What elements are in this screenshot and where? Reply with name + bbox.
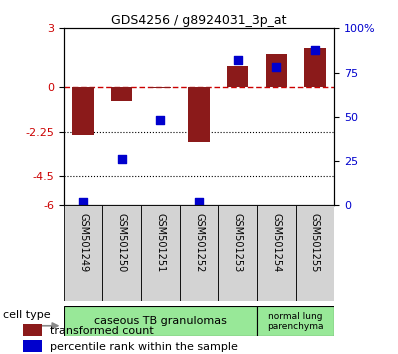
Text: GSM501249: GSM501249 xyxy=(78,213,88,272)
Bar xyxy=(304,48,326,87)
Bar xyxy=(227,66,248,87)
Bar xyxy=(141,205,179,301)
Text: GSM501254: GSM501254 xyxy=(271,213,281,272)
Point xyxy=(196,199,202,205)
Bar xyxy=(23,324,42,336)
Bar xyxy=(257,306,334,336)
Text: transformed count: transformed count xyxy=(50,326,154,336)
Text: GSM501250: GSM501250 xyxy=(117,213,127,272)
Text: GSM501251: GSM501251 xyxy=(155,213,165,272)
Point xyxy=(312,47,318,52)
Bar xyxy=(266,54,287,87)
Bar xyxy=(64,306,257,336)
Bar xyxy=(219,205,257,301)
Bar xyxy=(296,205,334,301)
Point xyxy=(157,118,164,123)
Bar xyxy=(64,205,102,301)
Title: GDS4256 / g8924031_3p_at: GDS4256 / g8924031_3p_at xyxy=(111,14,287,27)
Bar xyxy=(188,87,210,142)
Text: GSM501255: GSM501255 xyxy=(310,213,320,272)
Text: cell type: cell type xyxy=(3,310,51,320)
Point xyxy=(234,57,241,63)
Text: normal lung
parenchyma: normal lung parenchyma xyxy=(267,312,324,331)
Bar xyxy=(257,205,296,301)
Bar xyxy=(102,205,141,301)
Text: GSM501252: GSM501252 xyxy=(194,213,204,272)
Text: percentile rank within the sample: percentile rank within the sample xyxy=(50,342,238,352)
Bar xyxy=(23,340,42,353)
Bar xyxy=(179,205,219,301)
Bar xyxy=(150,87,171,88)
Bar xyxy=(111,87,132,101)
Point xyxy=(80,199,86,205)
Text: caseous TB granulomas: caseous TB granulomas xyxy=(94,316,227,326)
Point xyxy=(119,156,125,162)
Point xyxy=(273,64,279,70)
Text: GSM501253: GSM501253 xyxy=(233,213,243,272)
Bar xyxy=(72,87,94,135)
